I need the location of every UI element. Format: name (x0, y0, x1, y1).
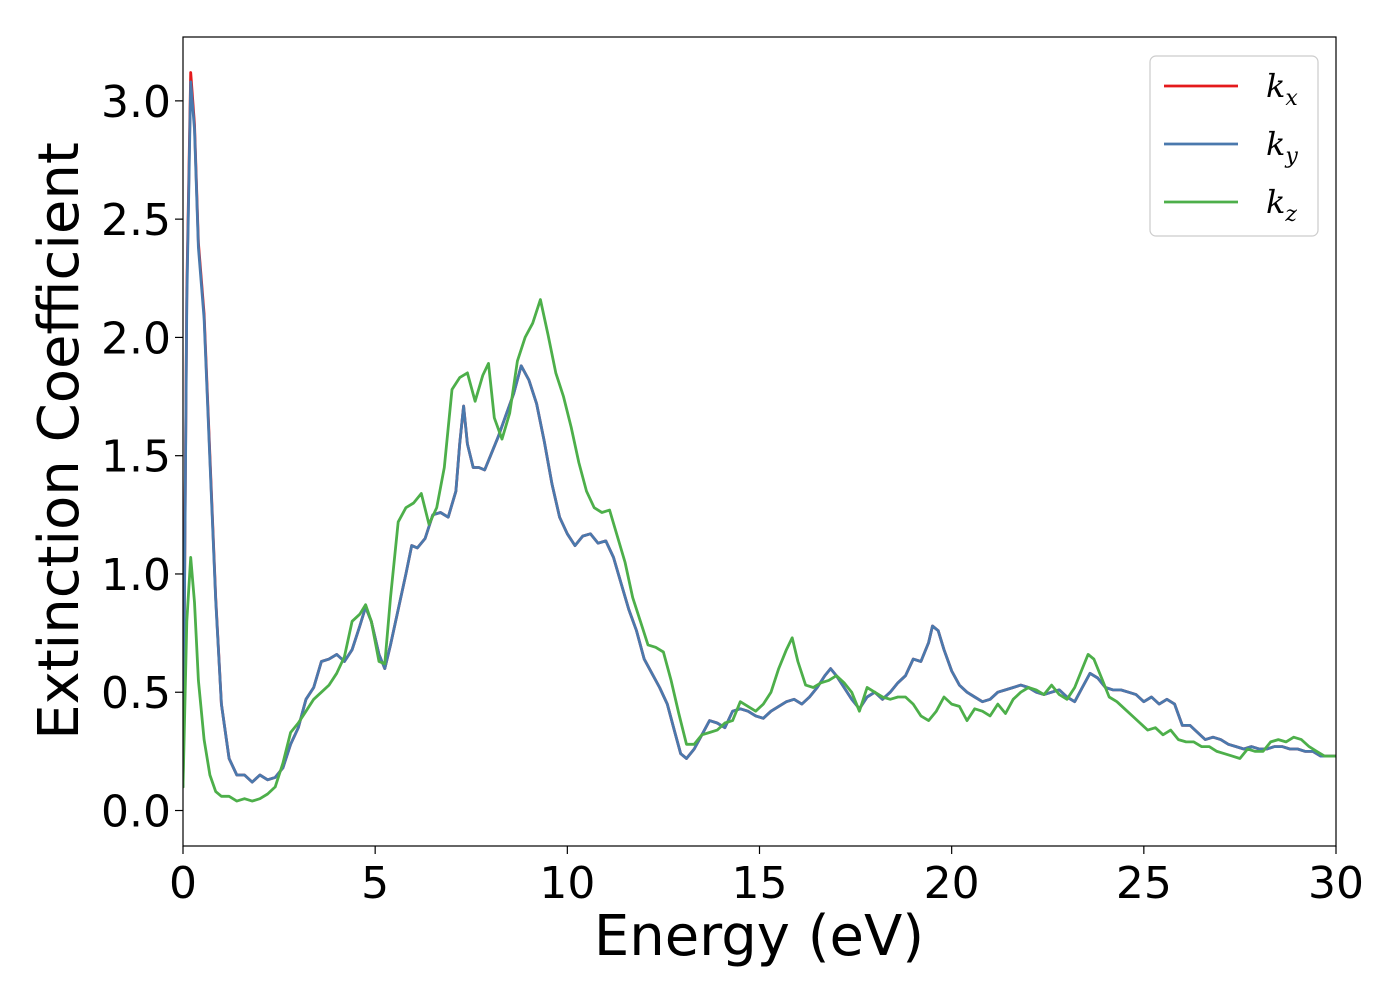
x-tick-label: 10 (539, 858, 595, 909)
legend-box (1149, 55, 1319, 237)
x-tick-label: 25 (1116, 858, 1172, 909)
x-tick-label: 0 (169, 858, 197, 909)
y-tick-label: 1.0 (101, 550, 171, 601)
x-tick-label: 20 (924, 858, 980, 909)
y-axis-title: Extinction Coefficient (27, 142, 92, 740)
y-tick-label: 2.5 (101, 195, 171, 246)
x-tick-label: 30 (1308, 858, 1364, 909)
y-tick-label: 0.0 (101, 787, 171, 838)
series-line-z (183, 298, 1336, 803)
series-layer (183, 71, 1336, 803)
x-tick-label: 5 (361, 858, 389, 909)
ticks-layer: 0 5 10 15 20 25 30 0.0 0.5 1.0 1.5 2.0 2.5 3.0 (101, 77, 1364, 909)
x-axis-title: Energy (eV) (594, 904, 924, 969)
y-tick-label: 1.5 (101, 432, 171, 483)
y-tick-label: 0.5 (101, 668, 171, 719)
x-tick-label: 15 (732, 858, 788, 909)
y-tick-label: 3.0 (101, 77, 171, 128)
y-tick-label: 2.0 (101, 313, 171, 364)
